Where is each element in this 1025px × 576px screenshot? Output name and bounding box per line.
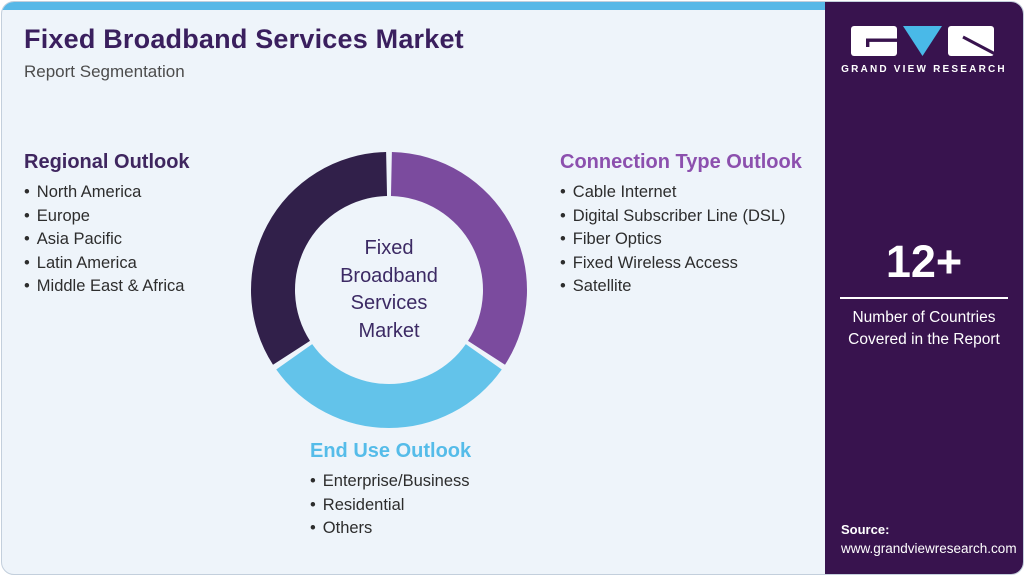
list-item: Asia Pacific — [24, 228, 264, 252]
donut-segment-end-use-outlook — [276, 344, 502, 428]
regional-outlook-section: Regional Outlook North AmericaEuropeAsia… — [24, 151, 264, 299]
donut-segment-connection-type-outlook — [390, 152, 527, 365]
list-item: Digital Subscriber Line (DSL) — [560, 205, 828, 229]
list-item: Fiber Optics — [560, 228, 828, 252]
source-label: Source: — [841, 522, 890, 537]
gvr-logo-icon — [851, 26, 999, 58]
list-item: Residential — [310, 494, 560, 518]
donut-center-label: Fixed Broadband Services Market — [340, 237, 438, 342]
header: Fixed Broadband Services Market Report S… — [24, 24, 464, 82]
list-item: Cable Internet — [560, 181, 828, 205]
list-item: Europe — [24, 205, 264, 229]
donut-segment-regional-outlook — [251, 152, 388, 365]
list-item: Middle East & Africa — [24, 275, 264, 299]
gvr-logo: GRAND VIEW RESEARCH — [825, 24, 1023, 75]
stat-caption: Number of Countries Covered in the Repor… — [848, 309, 1000, 348]
connection-type-outlook-section: Connection Type Outlook Cable InternetDi… — [560, 151, 828, 299]
sidebar: GRAND VIEW RESEARCH 12+ Number of Countr… — [825, 2, 1023, 574]
countries-stat: 12+ Number of Countries Covered in the R… — [825, 236, 1023, 351]
source-block: Source: www.grandviewresearch.com — [841, 522, 1017, 556]
regional-outlook-list: North AmericaEuropeAsia PacificLatin Ame… — [24, 181, 264, 299]
list-item: Enterprise/Business — [310, 470, 560, 494]
page-subtitle: Report Segmentation — [24, 62, 185, 81]
list-item: Fixed Wireless Access — [560, 252, 828, 276]
stat-divider — [840, 297, 1008, 299]
source-url: www.grandviewresearch.com — [841, 541, 1017, 556]
list-item: Satellite — [560, 275, 828, 299]
list-item: Others — [310, 517, 560, 541]
connection-type-outlook-heading: Connection Type Outlook — [560, 151, 802, 173]
list-item: North America — [24, 181, 264, 205]
stat-value: 12+ — [885, 236, 963, 287]
brand-name: GRAND VIEW RESEARCH — [841, 64, 1007, 75]
donut-chart: Fixed Broadband Services Market — [249, 150, 529, 430]
regional-outlook-heading: Regional Outlook — [24, 151, 190, 173]
end-use-outlook-list: Enterprise/BusinessResidentialOthers — [310, 470, 560, 541]
top-accent-bar — [2, 2, 825, 10]
list-item: Latin America — [24, 252, 264, 276]
page-title: Fixed Broadband Services Market — [24, 24, 464, 54]
end-use-outlook-section: End Use Outlook Enterprise/BusinessResid… — [310, 440, 560, 541]
connection-type-outlook-list: Cable InternetDigital Subscriber Line (D… — [560, 181, 828, 299]
end-use-outlook-heading: End Use Outlook — [310, 440, 472, 462]
main-panel: Fixed Broadband Services Market Report S… — [2, 2, 825, 574]
donut-chart-svg — [251, 152, 527, 428]
